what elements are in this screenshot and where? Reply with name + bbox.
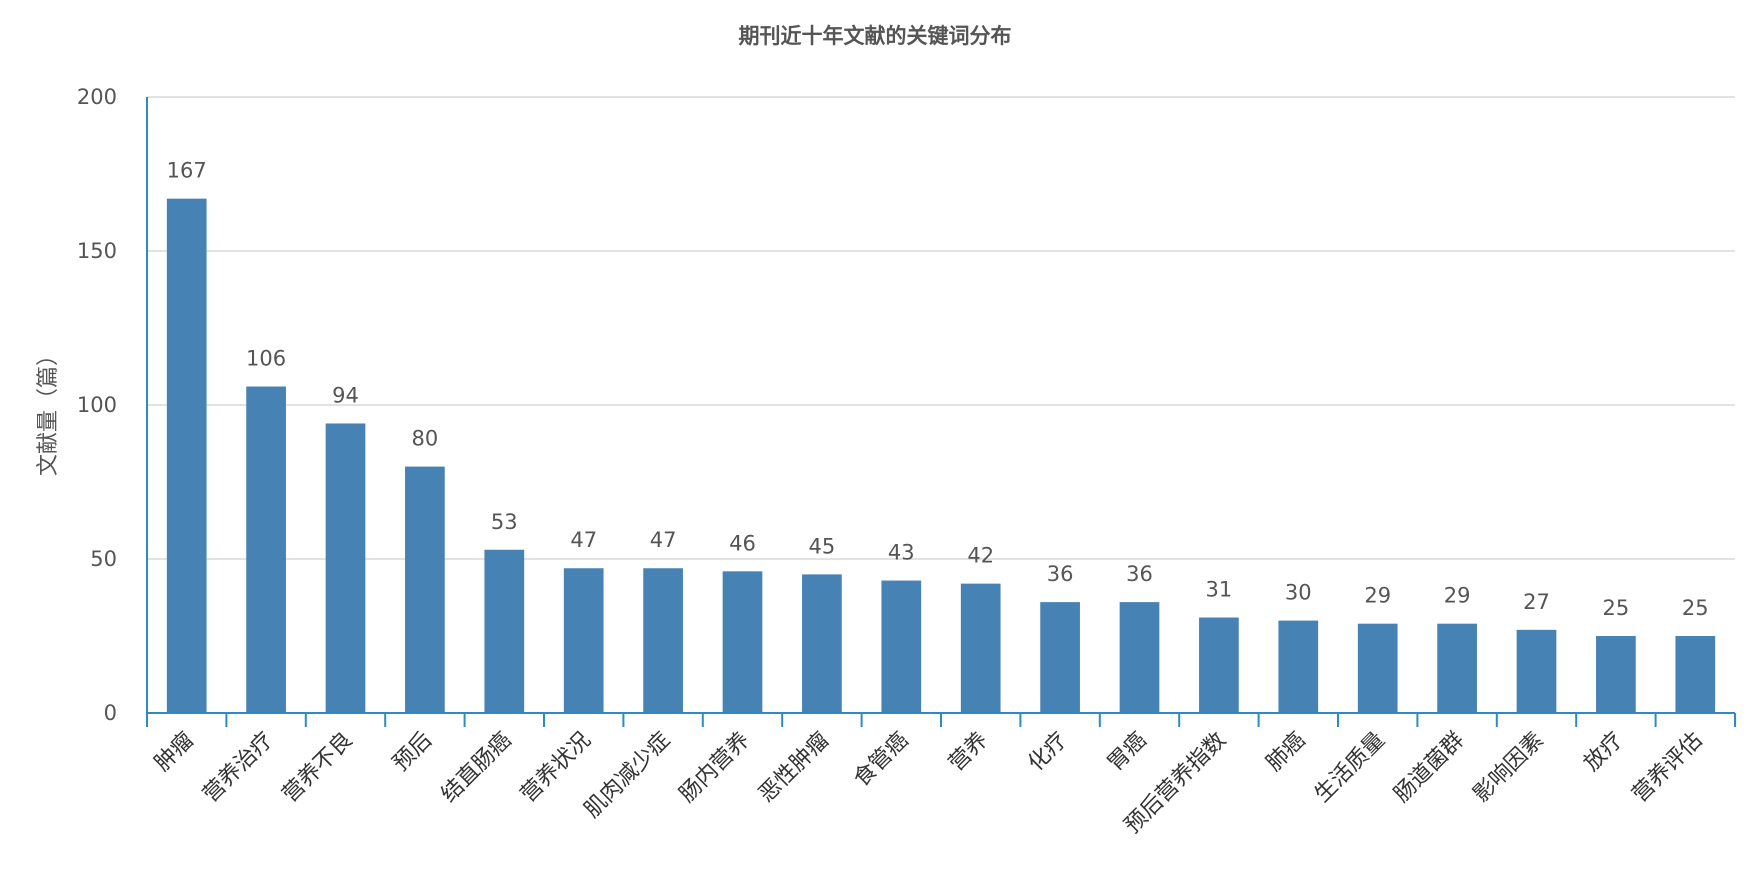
y-tick-label: 200 (77, 85, 117, 109)
bar (405, 466, 445, 713)
y-tick-label: 100 (77, 393, 117, 417)
x-tick-label: 胃癌 (1103, 728, 1152, 777)
x-tick-label: 食管癌 (849, 728, 913, 792)
data-label: 45 (809, 534, 836, 558)
data-label: 29 (1444, 584, 1471, 608)
data-label: 42 (967, 544, 994, 568)
data-label: 36 (1047, 562, 1074, 586)
x-tick-label: 结直肠癌 (437, 728, 517, 808)
x-tick-label: 影响因素 (1469, 728, 1549, 808)
x-tick-label: 营养不良 (278, 728, 358, 808)
bar (1278, 620, 1319, 713)
bar (1516, 629, 1557, 713)
y-tick-labels: 0 50 100 150 200 (77, 85, 117, 725)
x-tick-label: 肺癌 (1262, 728, 1311, 777)
bar (643, 568, 683, 713)
data-label: 94 (332, 383, 359, 407)
x-tick-label: 化疗 (1024, 728, 1073, 777)
data-label: 29 (1364, 584, 1391, 608)
data-label: 47 (570, 528, 597, 552)
x-tick-label: 恶性肿瘤 (754, 728, 834, 808)
chart-title: 期刊近十年文献的关键词分布 (739, 24, 1012, 48)
data-label: 167 (167, 159, 207, 183)
bar (563, 568, 604, 713)
data-label: 43 (888, 541, 915, 565)
data-labels: 167 106 94 80 53 47 47 46 45 43 42 36 36 31 30 29 29 27 25… (167, 159, 1709, 620)
bar (1437, 623, 1477, 713)
x-tick-label: 放疗 (1579, 728, 1628, 777)
x-tick-label: 预后 (388, 728, 437, 777)
y-tick-label: 150 (77, 239, 117, 263)
bar (1596, 636, 1636, 713)
bar (1119, 602, 1160, 713)
y-tick-label: 50 (90, 547, 117, 571)
x-tick-label: 肌肉减少症 (580, 728, 675, 823)
x-tick-label: 营养治疗 (198, 728, 278, 808)
data-label: 46 (729, 531, 756, 555)
data-label: 31 (1206, 578, 1233, 602)
x-tick-label: 营养 (944, 728, 993, 777)
data-label: 106 (246, 347, 286, 371)
bar (166, 198, 207, 713)
bars (166, 198, 1716, 713)
bar (802, 574, 842, 713)
bar (1040, 602, 1080, 713)
bar (1357, 623, 1398, 713)
data-label: 36 (1126, 562, 1153, 586)
x-tick-label: 肠内营养 (675, 728, 755, 808)
data-label: 30 (1285, 581, 1312, 605)
data-label: 80 (412, 427, 439, 451)
bar (722, 571, 763, 713)
bar (960, 583, 1001, 713)
bar (246, 386, 286, 713)
x-tick-label: 肠道菌群 (1389, 728, 1469, 808)
data-label: 47 (650, 528, 677, 552)
x-tick-label: 营养评估 (1628, 728, 1708, 808)
y-tick-label: 0 (104, 701, 117, 725)
axes (146, 97, 1736, 727)
x-tick-label: 营养状况 (516, 728, 596, 808)
data-label: 25 (1682, 596, 1709, 620)
bar (1199, 617, 1239, 713)
bar (881, 580, 922, 713)
data-label: 53 (491, 510, 518, 534)
x-tick-label: 肿瘤 (150, 728, 199, 777)
data-label: 25 (1603, 596, 1630, 620)
x-tick-label: 生活质量 (1310, 728, 1390, 808)
bar (1675, 636, 1716, 713)
y-axis-label: 文献量（篇） (36, 344, 61, 476)
grid-lines (147, 96, 1735, 560)
bar (325, 423, 366, 713)
bar (484, 549, 525, 713)
data-label: 27 (1523, 590, 1550, 614)
